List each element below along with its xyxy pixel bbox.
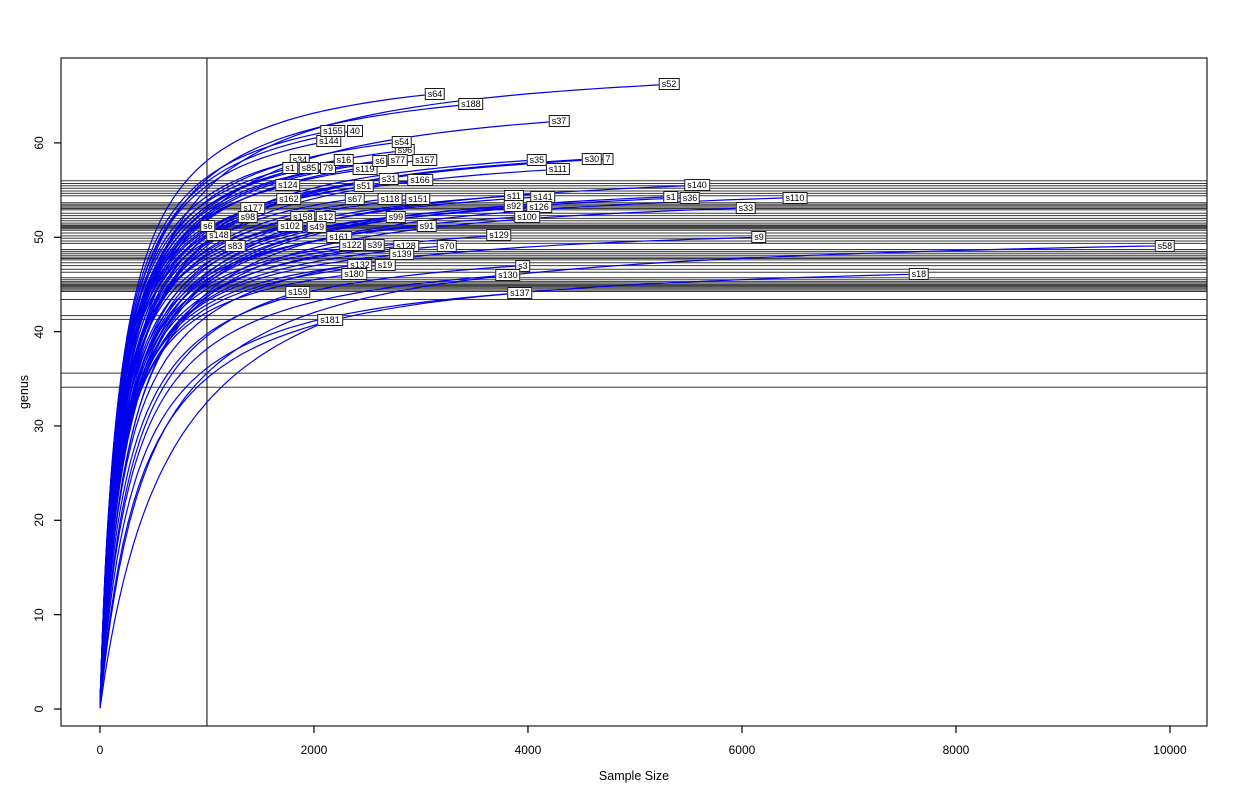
rarefaction-curve [99,159,537,707]
rarefaction-curve [99,197,691,707]
plot-border [60,57,1208,727]
rarefaction-curve [99,265,523,708]
rarefaction-curve [99,159,425,706]
rarefaction-curve [99,245,1165,708]
rarefaction-curve [99,103,471,707]
rarefaction-curve [99,291,299,708]
rarefaction-curve [99,292,520,708]
rarefaction-curve [99,178,390,706]
y-axis-title: genus [17,374,31,410]
rarefaction-curve [99,319,331,709]
x-axis-title: Sample Size [598,769,670,783]
rarefaction-curve [99,236,760,708]
rarefaction-curve [99,159,399,706]
rarefaction-curve [99,273,919,708]
rarefaction-curve [99,273,355,707]
rarefaction-curve [99,225,291,706]
rarefaction-curve [99,245,236,706]
